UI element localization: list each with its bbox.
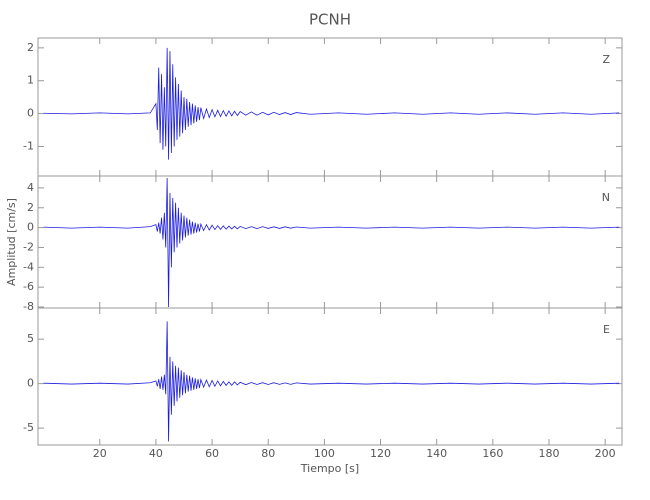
y-tick-label: 1 xyxy=(27,74,34,87)
x-tick-label: 120 xyxy=(370,447,391,460)
y-tick-label: 0 xyxy=(27,377,34,390)
x-tick-label: 140 xyxy=(426,447,447,460)
x-tick-label: 160 xyxy=(482,447,503,460)
component-label: E xyxy=(603,323,610,336)
y-tick-label: 2 xyxy=(27,201,34,214)
y-tick-label: 5 xyxy=(27,332,34,345)
y-tick-label: 0 xyxy=(27,107,34,120)
chart-title: PCNH xyxy=(309,11,351,29)
y-tick-label: 4 xyxy=(27,181,34,194)
panel-frame xyxy=(37,175,623,309)
x-axis-label: Tiempo [s] xyxy=(300,462,359,475)
x-tick-label: 100 xyxy=(314,447,335,460)
trace xyxy=(43,47,620,160)
x-tick-label: 200 xyxy=(595,447,616,460)
y-tick-label: -4 xyxy=(23,260,34,273)
y-tick-label: 0 xyxy=(27,221,34,234)
y-axis-label: Amplitud [cm/s] xyxy=(5,198,18,286)
panel-frame xyxy=(37,37,623,177)
y-tick-label: -1 xyxy=(23,139,34,152)
x-tick-label: 20 xyxy=(93,447,107,460)
component-label: N xyxy=(602,191,610,204)
y-tick-label: -5 xyxy=(23,421,34,434)
y-tick-label: -6 xyxy=(23,280,34,293)
x-tick-label: 60 xyxy=(205,447,219,460)
y-tick-label: 2 xyxy=(27,41,34,54)
y-tick-label: -8 xyxy=(23,300,34,313)
x-tick-label: 180 xyxy=(539,447,560,460)
trace xyxy=(43,321,620,442)
component-label: Z xyxy=(602,53,610,66)
y-tick-label: -2 xyxy=(23,240,34,253)
x-tick-label: 40 xyxy=(149,447,163,460)
x-tick-label: 80 xyxy=(261,447,275,460)
panel-frame xyxy=(37,307,623,446)
trace xyxy=(43,177,620,308)
